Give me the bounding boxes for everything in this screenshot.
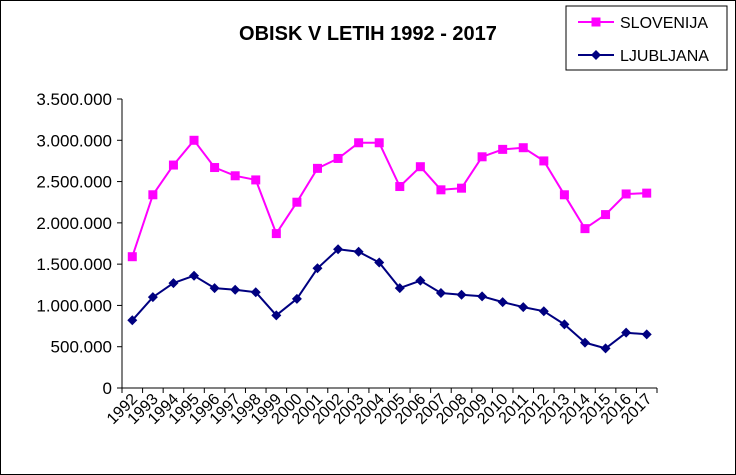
data-point-slovenija <box>642 188 652 198</box>
data-point-slovenija <box>580 224 590 234</box>
data-point-ljubljana <box>415 275 426 286</box>
data-point-ljubljana <box>333 244 344 255</box>
data-point-slovenija <box>312 163 322 173</box>
data-point-slovenija <box>395 182 405 192</box>
data-point-slovenija <box>292 197 302 207</box>
data-point-ljubljana <box>497 297 508 308</box>
data-point-slovenija <box>518 143 528 153</box>
data-point-ljubljana <box>518 302 529 313</box>
legend-marker-ljubljana <box>591 50 601 60</box>
data-point-slovenija <box>621 189 631 199</box>
data-point-ljubljana <box>641 329 652 340</box>
data-point-ljubljana <box>394 283 405 294</box>
data-point-slovenija <box>251 175 261 185</box>
legend-label-slovenija: SLOVENIJA <box>620 15 708 32</box>
data-point-slovenija <box>559 190 569 200</box>
data-point-slovenija <box>333 153 343 163</box>
data-point-ljubljana <box>230 284 241 295</box>
legend-marker-slovenija <box>591 17 601 27</box>
data-point-slovenija <box>539 156 549 166</box>
data-point-ljubljana <box>353 246 364 257</box>
y-tick-label: 2.000.000 <box>36 214 112 233</box>
data-point-ljubljana <box>147 292 158 303</box>
legend-label-ljubljana: LJUBLJANA <box>620 48 709 65</box>
data-point-slovenija <box>477 152 487 162</box>
series-line-ljubljana <box>131 248 647 350</box>
data-point-ljubljana <box>621 327 632 338</box>
data-point-slovenija <box>436 185 446 195</box>
data-point-ljubljana <box>456 289 467 300</box>
data-point-ljubljana <box>435 288 446 299</box>
data-point-ljubljana <box>168 278 179 289</box>
data-point-slovenija <box>271 229 281 239</box>
data-point-slovenija <box>415 162 425 172</box>
data-point-slovenija <box>230 171 240 181</box>
y-tick-label: 500.000 <box>51 338 112 357</box>
data-point-ljubljana <box>559 319 570 330</box>
y-tick-label: 0 <box>103 379 112 398</box>
data-point-ljubljana <box>312 263 323 274</box>
data-point-slovenija <box>127 252 137 262</box>
data-point-ljubljana <box>600 343 611 354</box>
data-point-slovenija <box>457 183 467 193</box>
data-point-ljubljana <box>538 306 549 317</box>
data-point-slovenija <box>601 210 611 220</box>
data-point-ljubljana <box>579 337 590 348</box>
y-tick-label: 3.500.000 <box>36 90 112 109</box>
data-point-ljubljana <box>250 287 261 298</box>
chart-title: OBISK V LETIH 1992 - 2017 <box>239 23 497 45</box>
series-layer <box>127 135 652 354</box>
data-point-slovenija <box>374 138 384 148</box>
y-tick-label: 1.000.000 <box>36 296 112 315</box>
data-point-ljubljana <box>374 257 385 268</box>
data-point-ljubljana <box>189 270 200 281</box>
data-point-ljubljana <box>271 310 282 321</box>
data-point-ljubljana <box>127 315 138 326</box>
data-point-ljubljana <box>209 283 220 294</box>
legend-box <box>565 5 728 71</box>
data-point-slovenija <box>168 160 178 170</box>
data-point-slovenija <box>354 138 364 148</box>
data-point-ljubljana <box>477 291 488 302</box>
y-tick-label: 1.500.000 <box>36 255 112 274</box>
data-point-slovenija <box>210 163 220 173</box>
y-tick-label: 2.500.000 <box>36 173 112 192</box>
data-point-ljubljana <box>291 293 302 304</box>
data-point-slovenija <box>189 135 199 145</box>
data-point-slovenija <box>498 144 508 154</box>
series-line-slovenija <box>131 139 647 258</box>
y-tick-label: 3.000.000 <box>36 131 112 150</box>
data-point-slovenija <box>148 190 158 200</box>
legend: SLOVENIJA LJUBLJANA <box>565 5 728 71</box>
